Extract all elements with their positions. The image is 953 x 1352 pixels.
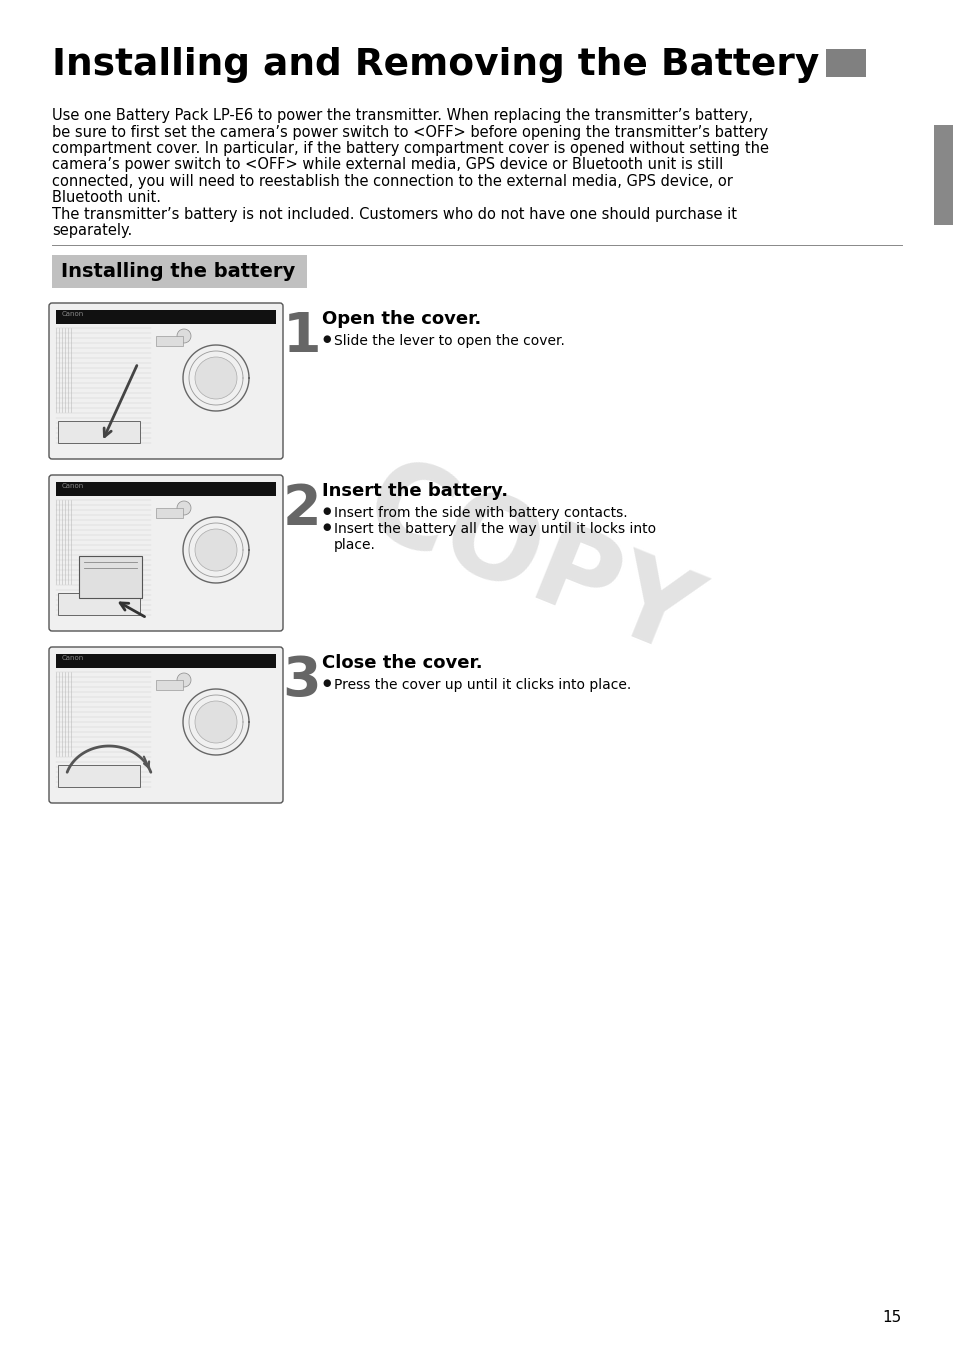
FancyBboxPatch shape (49, 303, 283, 458)
Text: Insert from the side with battery contacts.: Insert from the side with battery contac… (334, 506, 627, 521)
Text: ●: ● (322, 334, 330, 343)
Text: Press the cover up until it clicks into place.: Press the cover up until it clicks into … (334, 677, 631, 692)
Text: Canon: Canon (62, 311, 84, 316)
Text: compartment cover. In particular, if the battery compartment cover is opened wit: compartment cover. In particular, if the… (52, 141, 768, 155)
Text: Installing and Removing the Battery: Installing and Removing the Battery (52, 47, 819, 82)
Bar (56, 654, 275, 668)
Bar (58, 594, 140, 615)
Bar (825, 49, 865, 77)
Text: 3: 3 (282, 654, 321, 708)
Bar (52, 256, 307, 288)
Text: ●: ● (322, 677, 330, 688)
Text: place.: place. (334, 538, 375, 552)
Text: connected, you will need to reestablish the connection to the external media, GP: connected, you will need to reestablish … (52, 174, 732, 189)
Text: Open the cover.: Open the cover. (322, 310, 480, 329)
Circle shape (194, 357, 236, 399)
Circle shape (194, 529, 236, 571)
Text: 15: 15 (882, 1310, 901, 1325)
Text: ●: ● (322, 506, 330, 516)
Bar (56, 483, 275, 496)
Text: ●: ● (322, 522, 330, 531)
Text: separately.: separately. (52, 223, 132, 238)
Text: The transmitter’s battery is not included. Customers who do not have one should : The transmitter’s battery is not include… (52, 207, 737, 222)
Text: 1: 1 (282, 310, 321, 364)
Text: Bluetooth unit.: Bluetooth unit. (52, 191, 161, 206)
FancyBboxPatch shape (49, 475, 283, 631)
Bar (58, 765, 140, 787)
Circle shape (177, 673, 191, 687)
Bar (156, 337, 183, 346)
Text: Slide the lever to open the cover.: Slide the lever to open the cover. (334, 334, 564, 347)
Text: camera’s power switch to <OFF> while external media, GPS device or Bluetooth uni: camera’s power switch to <OFF> while ext… (52, 157, 722, 173)
Bar (56, 310, 275, 324)
Text: Canon: Canon (62, 483, 84, 489)
Text: Insert the battery.: Insert the battery. (322, 483, 508, 500)
Text: Close the cover.: Close the cover. (322, 654, 482, 672)
Bar (156, 680, 183, 690)
Text: Use one Battery Pack LP-E6 to power the transmitter. When replacing the transmit: Use one Battery Pack LP-E6 to power the … (52, 108, 752, 123)
Text: COPY: COPY (349, 448, 711, 680)
Bar (156, 508, 183, 518)
Text: 2: 2 (282, 483, 321, 535)
FancyBboxPatch shape (49, 648, 283, 803)
Bar (58, 420, 140, 443)
Text: Installing the battery: Installing the battery (61, 262, 294, 281)
Bar (79, 556, 142, 598)
Text: Canon: Canon (62, 654, 84, 661)
Circle shape (177, 329, 191, 343)
Text: be sure to first set the camera’s power switch to <OFF> before opening the trans: be sure to first set the camera’s power … (52, 124, 767, 139)
Text: Insert the battery all the way until it locks into: Insert the battery all the way until it … (334, 522, 656, 535)
Circle shape (177, 502, 191, 515)
Bar (933, 124, 953, 224)
Circle shape (194, 700, 236, 744)
